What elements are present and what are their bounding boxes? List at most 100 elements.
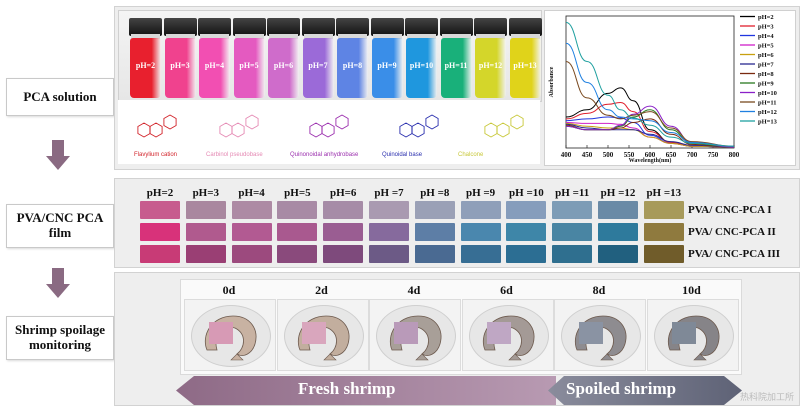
- vial-cap: [232, 18, 266, 36]
- day-label: 6d: [500, 283, 513, 297]
- shrimp-photo: [461, 299, 554, 371]
- vial-cap: [405, 18, 438, 36]
- film-swatch: [369, 223, 409, 241]
- vial-label: pH=7: [308, 61, 328, 70]
- x-tick-label: 700: [687, 151, 698, 159]
- series-line: [565, 42, 735, 147]
- film-label-line1: PVA/CNC PCA: [16, 210, 104, 226]
- vial-label: pH=2: [135, 61, 156, 70]
- film-ph-label: pH=5: [284, 187, 311, 199]
- film-swatch: [323, 223, 364, 241]
- legend-label: pH=2: [758, 14, 774, 21]
- film-row-label: PVA/ CNC-PCA II: [688, 226, 776, 238]
- absorbance-chart: 400 450 500 550 600 650 700 750 800 Wavelength(nm…: [549, 14, 778, 164]
- vial-label: pH=13: [513, 61, 537, 70]
- structure-caption: Carbinol pseudobase: [206, 152, 263, 158]
- shrimp-photo: [276, 299, 369, 371]
- film-swatch: [506, 201, 547, 219]
- shrimp-photo: [369, 299, 461, 371]
- film-swatch: [552, 223, 593, 241]
- legend-label: pH=13: [758, 119, 778, 126]
- vial: [337, 38, 368, 98]
- legend-label: pH=10: [758, 90, 777, 97]
- vial-neck: [200, 34, 229, 39]
- vial-cap: [267, 18, 300, 36]
- structure-caption: Quinoidal base: [382, 152, 423, 158]
- x-tick-label: 500: [603, 151, 614, 159]
- x-tick-label: 550: [624, 151, 635, 159]
- vial: [406, 38, 437, 98]
- shrimp-label: Shrimp spoilage monitoring: [6, 316, 114, 360]
- vial-label: pH=12: [478, 61, 503, 70]
- film-swatch: [277, 245, 318, 263]
- film-ph-label: pH =12: [600, 187, 636, 199]
- x-tick-label: 800: [729, 151, 740, 159]
- film-row-label: PVA/ CNC-PCA III: [688, 248, 781, 260]
- legend-label: pH=3: [758, 24, 774, 31]
- vial: [199, 38, 230, 98]
- vial-cap: [301, 18, 335, 36]
- film-swatch: [643, 201, 684, 219]
- film-swatch: [369, 245, 409, 263]
- film-row-label: PVA/ CNC-PCA I: [688, 204, 772, 216]
- vial-neck: [338, 34, 367, 39]
- film-swatch: [323, 201, 364, 219]
- shrimp-photo: [184, 299, 276, 371]
- indicator-film: [209, 322, 233, 344]
- film-swatch: [414, 223, 455, 241]
- legend-label: pH=5: [758, 43, 774, 50]
- vial-label: pH=9: [377, 61, 397, 70]
- structure-caption: Chalcone: [458, 152, 484, 158]
- shrimp-label-line2: monitoring: [28, 337, 92, 352]
- film-swatch: [414, 245, 455, 263]
- x-tick-label: 650: [666, 151, 677, 159]
- vial-neck: [303, 34, 333, 39]
- structures-area: [118, 100, 540, 164]
- film-swatch: [231, 223, 272, 241]
- vial-neck: [372, 34, 402, 39]
- x-tick-label: 400: [561, 151, 572, 159]
- indicator-film: [671, 322, 696, 344]
- structure-drawing: [137, 114, 177, 138]
- vial-neck: [165, 34, 195, 39]
- film-swatch: [414, 201, 455, 219]
- legend-label: pH=4: [758, 33, 774, 40]
- legend-label: pH=7: [758, 62, 774, 69]
- film-ph-label: pH=4: [238, 187, 265, 199]
- day-label: 8d: [592, 283, 606, 297]
- vial-label: pH=4: [204, 61, 225, 70]
- film-swatch: [460, 223, 501, 241]
- shrimp-photo: [554, 299, 646, 371]
- vial-cap: [198, 18, 231, 36]
- x-axis-label: Wavelength(nm): [629, 157, 672, 164]
- structure-drawing: [219, 114, 259, 138]
- legend-label: pH=9: [758, 81, 774, 88]
- film-swatch: [460, 245, 501, 263]
- spoiled-shrimp-label: Spoiled shrimp: [566, 379, 677, 398]
- film-swatch: [598, 223, 638, 241]
- film-ph-label: pH=6: [329, 187, 357, 199]
- film-label-line2: film: [48, 225, 72, 240]
- film-swatch: [185, 201, 226, 219]
- vial-neck: [510, 34, 540, 39]
- shrimp-photo: [646, 299, 739, 371]
- indicator-film: [394, 322, 418, 344]
- watermark: 热科院加工所: [739, 392, 794, 402]
- vial-label: pH=6: [273, 61, 294, 70]
- vial-label: pH=10: [409, 61, 434, 70]
- film-panel: [114, 178, 800, 268]
- spoiled-arrow-icon: [548, 376, 742, 405]
- film-swatch: [552, 245, 593, 263]
- film-ph-label: pH =10: [509, 187, 544, 199]
- legend-label: pH=8: [758, 71, 774, 78]
- day-label: 10d: [682, 283, 701, 297]
- vial-neck: [269, 34, 298, 39]
- x-tick-label: 600: [645, 151, 656, 159]
- film-swatch: [185, 223, 226, 241]
- vial-cap: [474, 18, 507, 36]
- vial-neck: [476, 34, 505, 39]
- film-swatch: [643, 223, 684, 241]
- film-swatch: [506, 245, 547, 263]
- series-line: [565, 123, 735, 148]
- film-swatch: [231, 201, 272, 219]
